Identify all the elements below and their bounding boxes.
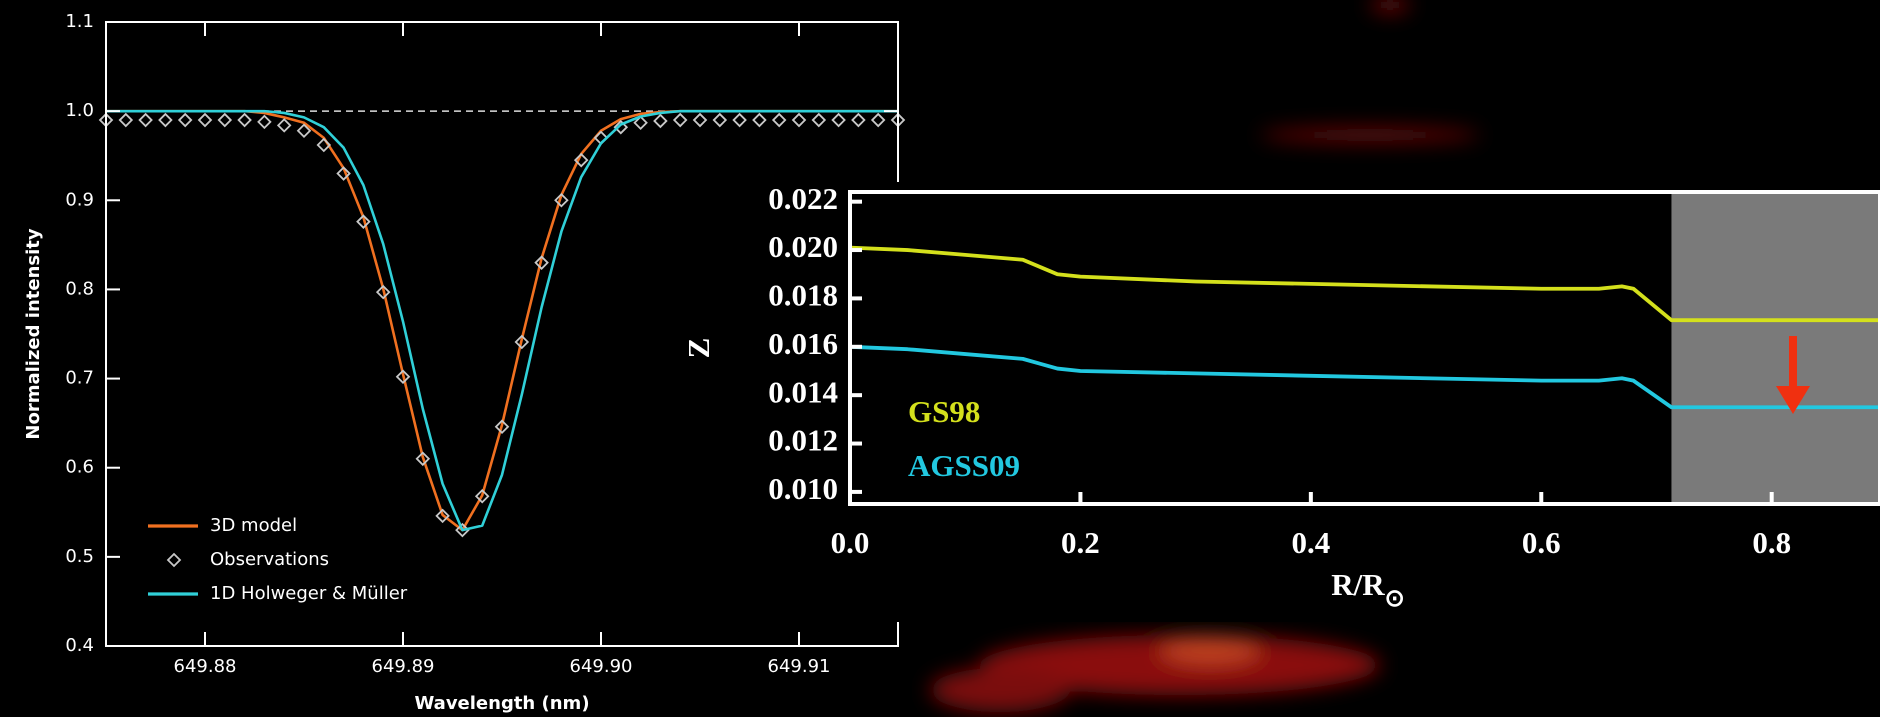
y-axis-label: Z bbox=[681, 338, 716, 359]
observation-marker bbox=[813, 114, 825, 126]
shaded-region bbox=[1671, 192, 1880, 504]
observation-marker bbox=[179, 114, 191, 126]
y-tick-label: 0.4 bbox=[65, 635, 94, 656]
legend-label: 1D Holweger & Müller bbox=[210, 583, 408, 604]
legend-marker bbox=[168, 554, 180, 566]
observation-marker bbox=[872, 114, 884, 126]
observation-marker bbox=[793, 114, 805, 126]
x-tick-label: 0.8 bbox=[1752, 525, 1791, 560]
x-axis-label-subscript: ⊙ bbox=[1385, 586, 1405, 612]
observation-marker bbox=[120, 114, 132, 126]
x-tick-label: 649.88 bbox=[174, 656, 237, 677]
observation-marker bbox=[833, 114, 845, 126]
legend-label: GS98 bbox=[908, 394, 980, 429]
observation-marker bbox=[219, 114, 231, 126]
nebula-cloud bbox=[930, 668, 1070, 712]
y-tick-label: 1.0 bbox=[65, 100, 94, 121]
x-axis-label-main: R/R bbox=[1331, 567, 1385, 602]
page: {"chart_data": [ {"type": "line", "ylabe… bbox=[0, 0, 1880, 717]
legend-label: 3D model bbox=[210, 515, 297, 536]
observation-marker bbox=[258, 116, 270, 128]
legend-label: Observations bbox=[210, 549, 329, 570]
y-tick-label: 0.016 bbox=[768, 326, 838, 361]
observation-marker bbox=[199, 114, 211, 126]
y-axis-label: Normalized intensity bbox=[23, 228, 44, 439]
observation-marker bbox=[773, 114, 785, 126]
observation-marker bbox=[654, 115, 666, 127]
x-tick-label: 0.6 bbox=[1522, 525, 1561, 560]
x-tick-label: 0.0 bbox=[831, 525, 870, 560]
x-tick-label: 0.2 bbox=[1061, 525, 1100, 560]
x-tick-label: 649.90 bbox=[570, 656, 633, 677]
y-tick-label: 0.010 bbox=[768, 471, 838, 506]
y-tick-label: 0.022 bbox=[768, 181, 838, 216]
observation-marker bbox=[278, 119, 290, 131]
nebula-streak bbox=[1260, 127, 1480, 143]
y-tick-label: 0.7 bbox=[65, 368, 94, 389]
y-tick-label: 0.5 bbox=[65, 546, 94, 567]
y-tick-label: 1.1 bbox=[65, 11, 94, 32]
y-tick-label: 0.020 bbox=[768, 229, 838, 264]
y-tick-label: 0.012 bbox=[768, 423, 838, 458]
observation-marker bbox=[852, 114, 864, 126]
y-tick-label: 0.014 bbox=[768, 374, 838, 409]
nebula-core bbox=[1160, 636, 1260, 664]
legend-label: AGSS09 bbox=[908, 448, 1020, 483]
y-tick-label: 0.9 bbox=[65, 189, 94, 210]
x-tick-label: 649.89 bbox=[372, 656, 435, 677]
observation-marker bbox=[159, 114, 171, 126]
x-axis-label: Wavelength (nm) bbox=[414, 693, 589, 714]
x-tick-label: 649.91 bbox=[768, 656, 831, 677]
y-tick-label: 0.8 bbox=[65, 278, 94, 299]
observation-marker bbox=[753, 114, 765, 126]
observation-marker bbox=[734, 114, 746, 126]
figure: 0.4 0.5 0.6 0.7 0.8 0.9 1.0 1.1 649.88 649.89 649.… bbox=[0, 0, 1880, 717]
observation-marker bbox=[714, 114, 726, 126]
observation-marker bbox=[694, 114, 706, 126]
observation-marker bbox=[140, 114, 152, 126]
x-tick-label: 0.4 bbox=[1291, 525, 1330, 560]
nebula-spot bbox=[1370, 0, 1410, 13]
metallicity-chart: 0.010 0.012 0.014 0.016 0.018 0.020 0.022 0.0 0.… bbox=[681, 181, 1880, 622]
observation-marker bbox=[674, 114, 686, 126]
y-tick-label: 0.6 bbox=[65, 457, 94, 478]
y-tick-label: 0.018 bbox=[768, 278, 838, 313]
observation-marker bbox=[239, 114, 251, 126]
